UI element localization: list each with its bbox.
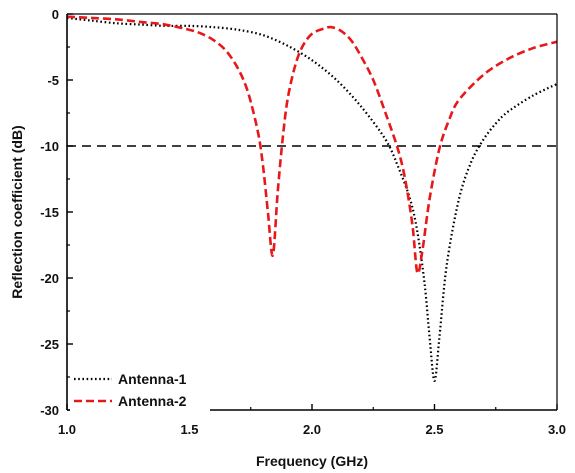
legend: Antenna-1 Antenna-2 (70, 366, 210, 412)
y-tick-label: 0 (52, 7, 59, 22)
y-tick-label: -10 (40, 139, 59, 154)
y-tick-label: -20 (40, 271, 59, 286)
y-tick-label: -5 (47, 73, 59, 88)
y-tick-label: -25 (40, 337, 59, 352)
x-tick-label: 2.0 (303, 422, 321, 437)
series-line-antenna-2 (67, 15, 557, 275)
legend-label: Antenna-2 (118, 393, 187, 409)
y-tick-label: -30 (40, 403, 59, 418)
y-axis-title: Reflection coefficient (dB) (9, 125, 25, 298)
legend-background (70, 366, 210, 412)
x-tick-label: 1.0 (58, 422, 76, 437)
series-line-antenna-1 (67, 16, 557, 383)
x-axis-title: Frequency (GHz) (256, 453, 368, 469)
x-tick-label: 1.5 (180, 422, 198, 437)
x-tick-label: 2.5 (425, 422, 443, 437)
y-tick-label: -15 (40, 205, 59, 220)
legend-label: Antenna-1 (118, 371, 187, 387)
x-tick-label: 3.0 (548, 422, 566, 437)
series-layer (67, 15, 557, 383)
